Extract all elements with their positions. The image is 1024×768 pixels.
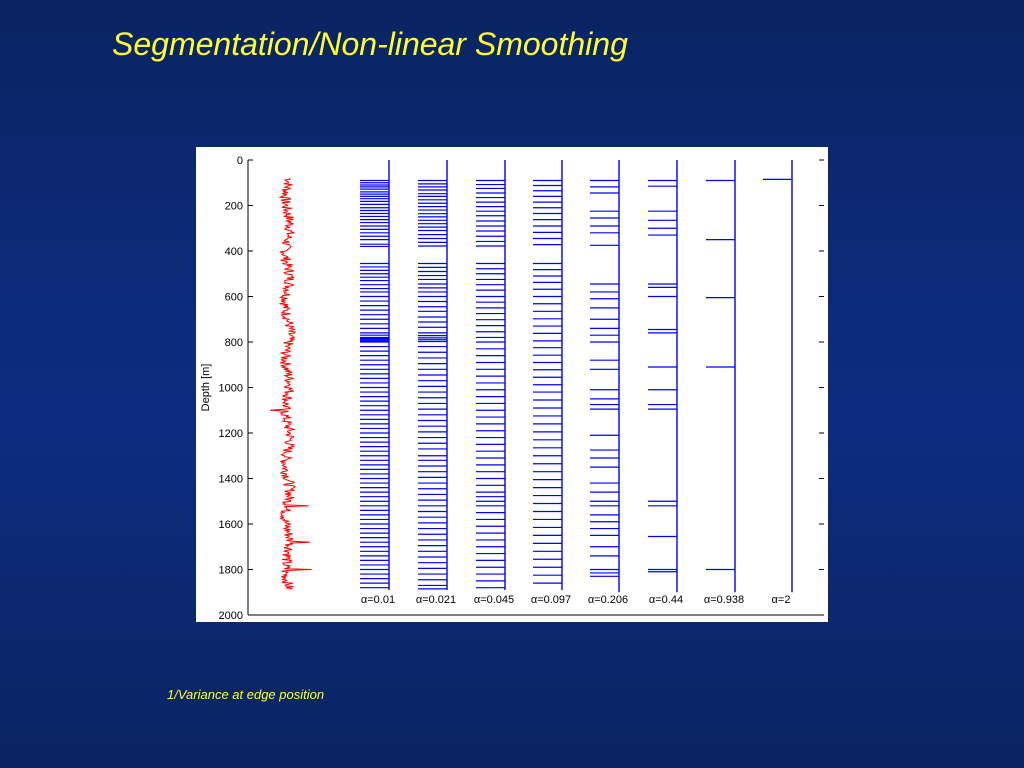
slide-title: Segmentation/Non-linear Smoothing xyxy=(112,26,628,62)
series-label: α=0.938 xyxy=(704,594,744,606)
figure: 0 200 400 600 800 1000 1200 1400 1600 1800 2000 Dep… xyxy=(196,147,828,622)
series-label: α=0.44 xyxy=(649,594,683,606)
caption: 1/Variance at edge position xyxy=(167,687,325,702)
y-tick-label: 1800 xyxy=(219,565,243,577)
series-label: α=0.097 xyxy=(531,594,571,606)
signal-line xyxy=(269,177,312,590)
y-tick-label: 1400 xyxy=(219,474,243,486)
series-label: α=0.045 xyxy=(474,594,514,606)
y-tick-label: 800 xyxy=(225,337,243,349)
y-tick-label: 2000 xyxy=(219,610,243,622)
series-label: α=0.206 xyxy=(588,594,628,606)
y-axis-label: Depth [m] xyxy=(200,364,212,412)
y-tick-label: 0 xyxy=(237,155,243,167)
y-tick-label: 200 xyxy=(225,201,243,213)
y-tick-label: 400 xyxy=(225,246,243,258)
depth-segmentation-chart: 0 200 400 600 800 1000 1200 1400 1600 1800 2000 Dep… xyxy=(200,155,824,622)
y-tick-label: 1600 xyxy=(219,519,243,531)
y-tick-label: 1200 xyxy=(219,428,243,440)
y-tick-label: 600 xyxy=(225,292,243,304)
y-tick-label: 1000 xyxy=(219,383,243,395)
series-label: α=2 xyxy=(772,594,791,606)
series-label: α=0.01 xyxy=(361,594,395,606)
series-label: α=0.021 xyxy=(416,594,456,606)
